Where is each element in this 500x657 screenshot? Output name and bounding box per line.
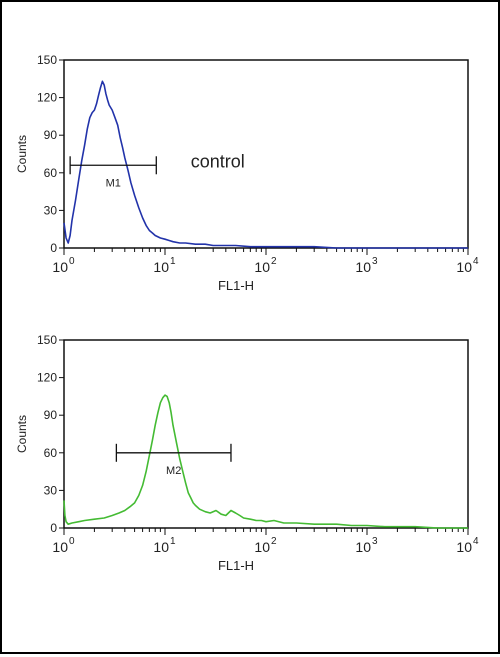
- y-tick-label: 120: [37, 371, 57, 385]
- y-tick-label: 60: [44, 166, 58, 180]
- x-tick-exponent: 3: [372, 536, 378, 547]
- x-tick-exponent: 2: [271, 536, 277, 547]
- x-tick-label: 10: [153, 539, 169, 555]
- y-tick-label: 30: [44, 483, 58, 497]
- y-axis-label: Counts: [15, 415, 29, 453]
- y-tick-label: 0: [50, 521, 57, 535]
- x-tick-exponent: 0: [69, 256, 75, 267]
- y-tick-label: 150: [37, 333, 57, 347]
- x-tick-exponent: 1: [170, 536, 176, 547]
- marker-label: M2: [166, 465, 181, 477]
- y-tick-label: 90: [44, 128, 58, 142]
- x-tick-exponent: 2: [271, 256, 277, 267]
- y-tick-label: 30: [44, 203, 58, 217]
- x-tick-label: 10: [355, 259, 371, 275]
- histogram-trace: [63, 394, 468, 529]
- x-axis-label: FL1-H: [218, 558, 254, 573]
- x-tick-label: 10: [254, 539, 270, 555]
- y-axis-label: Counts: [15, 135, 29, 173]
- x-axis-label: FL1-H: [218, 278, 254, 293]
- x-tick-exponent: 4: [473, 536, 479, 547]
- y-tick-label: 90: [44, 408, 58, 422]
- plot-frame: [63, 339, 469, 529]
- x-tick-label: 10: [153, 259, 169, 275]
- annotation-label: control: [191, 151, 245, 171]
- y-tick-label: 60: [44, 446, 58, 460]
- x-tick-label: 10: [52, 259, 68, 275]
- y-tick-label: 150: [37, 53, 57, 67]
- y-tick-label: 0: [50, 241, 57, 255]
- histogram-trace: [63, 80, 468, 249]
- x-tick-label: 10: [456, 259, 472, 275]
- y-tick-label: 120: [37, 91, 57, 105]
- x-tick-exponent: 1: [170, 256, 176, 267]
- x-tick-label: 10: [254, 259, 270, 275]
- x-tick-label: 10: [355, 539, 371, 555]
- x-tick-exponent: 0: [69, 536, 75, 547]
- x-tick-exponent: 3: [372, 256, 378, 267]
- x-tick-label: 10: [456, 539, 472, 555]
- x-tick-exponent: 4: [473, 256, 479, 267]
- x-tick-label: 10: [52, 539, 68, 555]
- marker-label: M1: [106, 177, 121, 189]
